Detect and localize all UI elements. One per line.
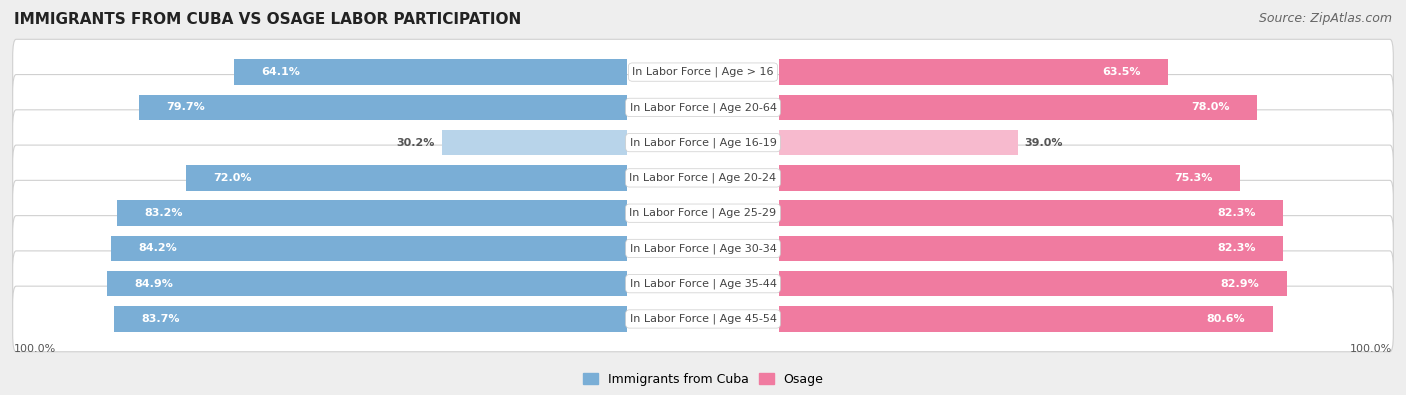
Bar [779, 95, 1257, 120]
Text: In Labor Force | Age > 16: In Labor Force | Age > 16 [633, 67, 773, 77]
Bar [107, 271, 627, 296]
Text: 39.0%: 39.0% [1025, 137, 1063, 148]
Bar [117, 201, 627, 226]
Legend: Immigrants from Cuba, Osage: Immigrants from Cuba, Osage [578, 368, 828, 391]
Text: IMMIGRANTS FROM CUBA VS OSAGE LABOR PARTICIPATION: IMMIGRANTS FROM CUBA VS OSAGE LABOR PART… [14, 12, 522, 27]
Bar [779, 165, 1240, 191]
Text: 72.0%: 72.0% [214, 173, 252, 183]
Text: In Labor Force | Age 16-19: In Labor Force | Age 16-19 [630, 137, 776, 148]
Text: 75.3%: 75.3% [1174, 173, 1213, 183]
Bar [779, 236, 1284, 261]
Bar [779, 59, 1168, 85]
Text: 84.2%: 84.2% [139, 243, 177, 254]
Text: 82.3%: 82.3% [1218, 208, 1256, 218]
Bar [779, 130, 1018, 155]
Bar [139, 95, 627, 120]
FancyBboxPatch shape [13, 75, 1393, 140]
Text: 83.2%: 83.2% [145, 208, 183, 218]
Text: 30.2%: 30.2% [396, 137, 434, 148]
Text: 83.7%: 83.7% [142, 314, 180, 324]
FancyBboxPatch shape [13, 286, 1393, 352]
Text: 100.0%: 100.0% [1350, 344, 1392, 354]
Text: 82.3%: 82.3% [1218, 243, 1256, 254]
FancyBboxPatch shape [13, 110, 1393, 175]
Bar [186, 165, 627, 191]
Bar [779, 306, 1272, 332]
Bar [441, 130, 627, 155]
Text: In Labor Force | Age 20-64: In Labor Force | Age 20-64 [630, 102, 776, 113]
Text: 63.5%: 63.5% [1102, 67, 1140, 77]
FancyBboxPatch shape [13, 216, 1393, 281]
Text: In Labor Force | Age 20-24: In Labor Force | Age 20-24 [630, 173, 776, 183]
Text: 84.9%: 84.9% [134, 279, 173, 289]
Bar [111, 236, 627, 261]
Text: 80.6%: 80.6% [1206, 314, 1246, 324]
Text: 78.0%: 78.0% [1191, 102, 1229, 112]
Text: In Labor Force | Age 30-34: In Labor Force | Age 30-34 [630, 243, 776, 254]
FancyBboxPatch shape [13, 181, 1393, 246]
FancyBboxPatch shape [13, 145, 1393, 211]
Bar [114, 306, 627, 332]
FancyBboxPatch shape [13, 251, 1393, 316]
FancyBboxPatch shape [13, 39, 1393, 105]
Bar [779, 271, 1286, 296]
Text: Source: ZipAtlas.com: Source: ZipAtlas.com [1258, 12, 1392, 25]
Bar [235, 59, 627, 85]
Text: In Labor Force | Age 45-54: In Labor Force | Age 45-54 [630, 314, 776, 324]
Text: 100.0%: 100.0% [14, 344, 56, 354]
Text: 64.1%: 64.1% [262, 67, 301, 77]
Text: 82.9%: 82.9% [1220, 279, 1260, 289]
Text: 79.7%: 79.7% [166, 102, 205, 112]
Bar [779, 201, 1284, 226]
Text: In Labor Force | Age 25-29: In Labor Force | Age 25-29 [630, 208, 776, 218]
Text: In Labor Force | Age 35-44: In Labor Force | Age 35-44 [630, 278, 776, 289]
